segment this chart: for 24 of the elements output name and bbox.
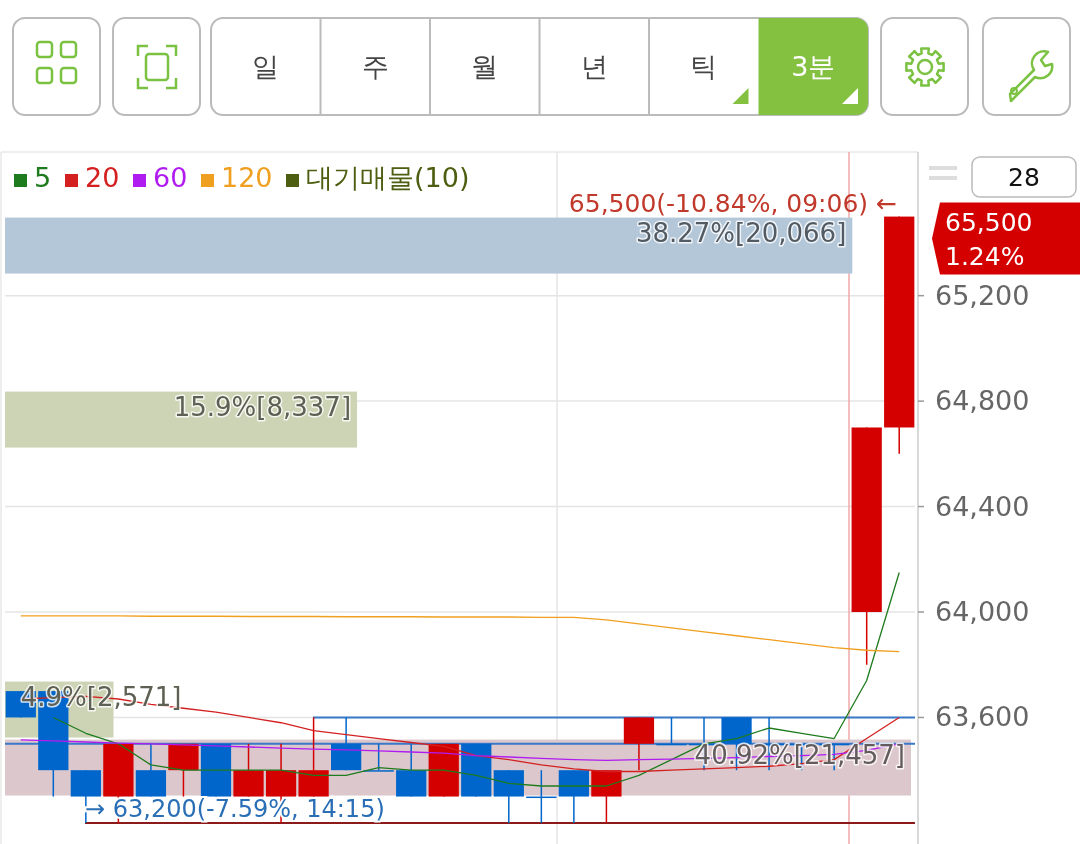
candlestick — [363, 743, 394, 772]
annotation: 대기매물(10) — [306, 162, 470, 193]
text: 틱 — [690, 51, 718, 82]
y-tick-label: 64,000 — [935, 596, 1030, 628]
text: 월 — [471, 51, 499, 82]
text: 1.24% — [945, 241, 1025, 271]
text: 주 — [361, 51, 389, 82]
y-tick-label: 65,200 — [935, 279, 1030, 311]
y-tick-label: 63,600 — [935, 701, 1030, 733]
legend-label: 20 — [85, 162, 120, 193]
text: 28 — [1008, 163, 1040, 192]
legend-label: 5 — [34, 162, 52, 193]
y-tick-label: 64,400 — [935, 490, 1030, 522]
text: 3분 — [791, 51, 836, 82]
text: 65,500 — [945, 207, 1033, 237]
legend-label: 60 — [153, 162, 188, 193]
annotation: 65,500(-10.84%, 09:06) ← — [568, 188, 897, 218]
legend-label: 120 — [221, 162, 273, 193]
text: 일 — [252, 51, 280, 82]
band-label: 38.27%[20,066] — [635, 217, 847, 248]
line-series — [20, 615, 900, 653]
text: 년 — [580, 51, 608, 82]
y-tick-label: 64,800 — [935, 385, 1030, 417]
band-label: 15.9%[8,337] — [173, 391, 352, 422]
